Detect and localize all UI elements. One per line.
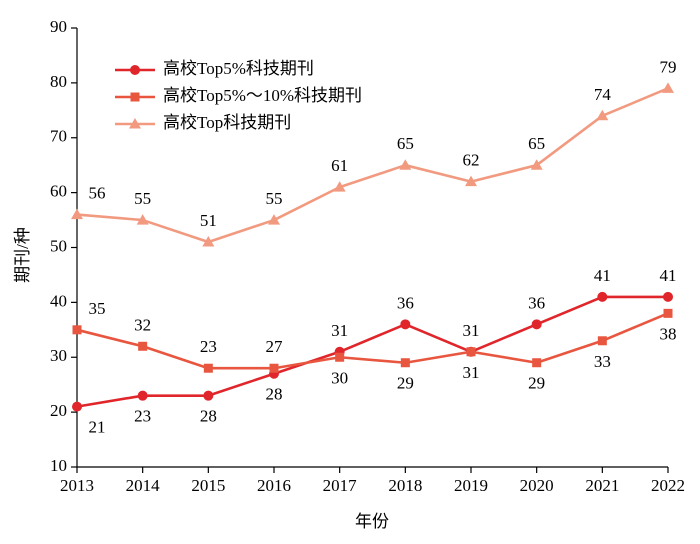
data-label-top: 56	[89, 184, 106, 203]
data-point-top5_10	[72, 325, 82, 335]
data-labels: 21 23 28 28 31 36 31 36 41 41 35 32 23 27 30 29 31 29 33 38…	[89, 57, 677, 436]
data-point-top5	[203, 390, 214, 401]
x-tick-label: 2022	[651, 476, 685, 495]
x-tick-label: 2014	[126, 476, 161, 495]
data-label-top5: 23	[134, 407, 151, 426]
y-tick-label: 40	[50, 291, 67, 310]
data-label-top5: 41	[594, 266, 611, 285]
x-tick-label: 2013	[60, 476, 94, 495]
legend-marker-top	[129, 118, 141, 129]
y-tick-label: 50	[50, 236, 67, 255]
data-label-top5_10: 33	[594, 352, 611, 371]
data-point-top5	[137, 390, 148, 401]
y-tick-label: 20	[50, 401, 67, 420]
data-label-top5: 36	[528, 293, 545, 312]
series-top	[71, 82, 674, 247]
y-ticks: 10 20 30 40 50 60 70 80 90	[50, 17, 77, 475]
data-label-top5: 28	[200, 407, 217, 426]
x-ticks: 2013 2014 2015 2016 2017 2018 2019 2020 2021 2022	[60, 467, 685, 495]
legend-label: 高校Top5%科技期刊	[163, 59, 314, 78]
x-axis-label: 年份	[355, 512, 389, 531]
data-point-top	[596, 109, 609, 121]
data-label-top5_10: 31	[463, 363, 480, 382]
y-axis-label: 期刊/种	[13, 227, 32, 283]
data-point-top5_10	[335, 352, 345, 362]
x-tick-label: 2018	[388, 476, 422, 495]
data-point-top5	[400, 319, 411, 330]
y-tick-label: 30	[50, 346, 67, 365]
data-point-top5	[663, 291, 673, 302]
data-point-top	[268, 214, 280, 225]
data-label-top5_10: 30	[331, 368, 348, 387]
y-tick-label: 90	[50, 17, 67, 36]
x-tick-label: 2017	[323, 476, 358, 495]
data-label-top5: 21	[89, 418, 106, 437]
legend-item-top: 高校Top科技期刊	[115, 113, 291, 132]
data-point-top	[530, 159, 543, 170]
data-point-top	[465, 175, 477, 187]
x-tick-label: 2019	[454, 476, 488, 495]
data-point-top	[333, 181, 346, 192]
x-tick-label: 2020	[520, 476, 554, 495]
data-label-top: 51	[200, 211, 217, 230]
data-label-top5_10: 27	[266, 337, 284, 356]
data-point-top5_10	[597, 336, 607, 346]
data-point-top	[202, 236, 215, 247]
data-label-top5_10: 32	[134, 315, 151, 334]
y-tick-label: 80	[50, 72, 67, 91]
data-point-top5_10	[138, 341, 148, 351]
data-label-top: 79	[660, 57, 677, 76]
data-label-top5: 31	[463, 321, 480, 340]
series-top5_10	[72, 308, 673, 373]
data-label-top: 61	[331, 156, 348, 175]
data-label-top5_10: 23	[200, 337, 217, 356]
y-tick-label: 60	[50, 182, 67, 201]
legend-marker-top5_10	[130, 92, 140, 102]
data-point-top5	[597, 291, 608, 302]
legend-item-top5_10: 高校Top5%～10%科技期刊	[115, 86, 362, 105]
data-label-top5: 31	[331, 321, 348, 340]
data-point-top5_10	[532, 358, 542, 368]
data-point-top5	[72, 401, 82, 412]
legend-marker-top5	[130, 65, 140, 75]
x-tick-label: 2021	[585, 476, 619, 495]
series-layer	[71, 82, 674, 412]
y-tick-label: 70	[50, 127, 67, 146]
legend-label: 高校Top科技期刊	[163, 113, 291, 132]
data-label-top: 65	[397, 134, 414, 153]
x-tick-label: 2016	[257, 476, 291, 495]
data-point-top5	[531, 319, 542, 330]
data-label-top: 55	[134, 189, 151, 208]
series-line-top	[76, 87, 669, 244]
data-point-top	[399, 159, 412, 170]
data-label-top5_10: 29	[397, 374, 414, 393]
x-tick-label: 2015	[191, 476, 225, 495]
legend-label: 高校Top5%～10%科技期刊	[163, 86, 362, 105]
data-label-top5: 41	[660, 266, 677, 285]
data-point-top5_10	[663, 308, 673, 318]
data-label-top: 55	[266, 189, 283, 208]
data-label-top: 65	[528, 134, 545, 153]
data-point-top5_10	[203, 363, 213, 373]
data-label-top5: 36	[397, 293, 414, 312]
data-label-top5: 28	[266, 385, 283, 404]
series-line-top5	[76, 295, 668, 408]
data-point-top	[136, 214, 149, 225]
data-point-top5_10	[466, 347, 476, 357]
data-label-top5_10: 35	[89, 299, 106, 318]
data-point-top5_10	[400, 358, 410, 368]
data-label-top5_10: 29	[528, 374, 545, 393]
data-point-top5_10	[269, 363, 279, 373]
data-label-top: 74	[594, 85, 612, 104]
data-label-top: 62	[463, 151, 480, 170]
data-point-top	[71, 208, 83, 220]
data-point-top	[662, 82, 674, 93]
series-line-top5_10	[76, 312, 669, 370]
y-tick-label: 10	[50, 456, 67, 475]
legend-item-top5: 高校Top5%科技期刊	[115, 59, 314, 78]
data-label-top5_10: 38	[660, 324, 677, 343]
